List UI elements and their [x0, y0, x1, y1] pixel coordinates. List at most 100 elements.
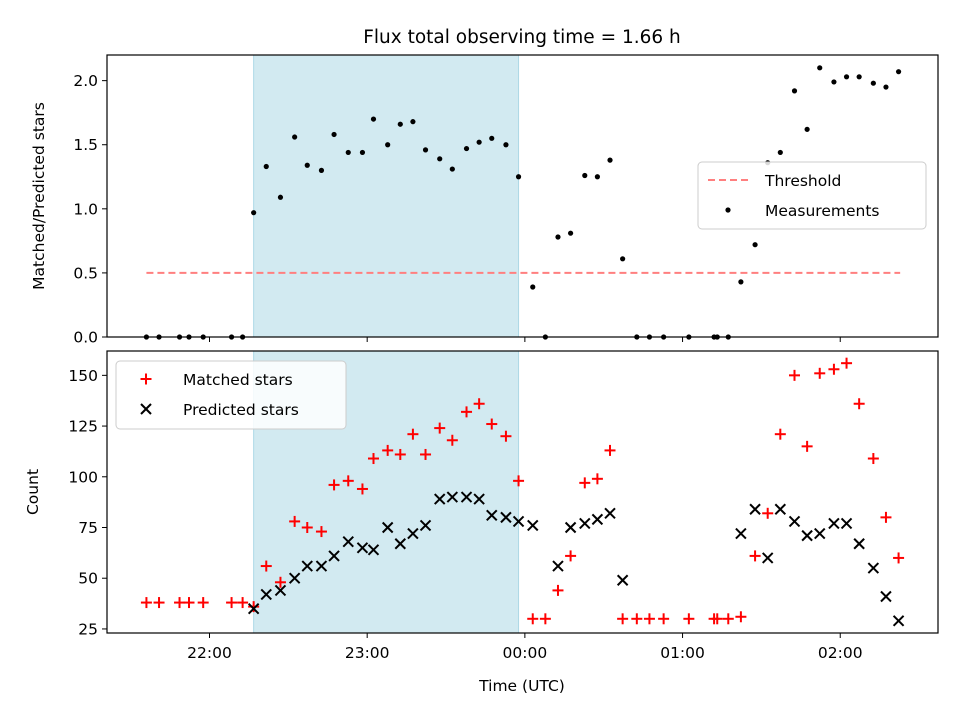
measurement-point [607, 157, 613, 163]
top-panel: 0.00.51.01.52.0 Matched/Predicted stars … [30, 54, 939, 347]
predicted-star-point [315, 560, 328, 572]
top-plot-frame [106, 54, 939, 338]
measurement-point [582, 172, 588, 179]
matched-star-point [513, 475, 525, 487]
predicted-star-point [867, 562, 880, 574]
x-axis-label: Time (UTC) [478, 677, 565, 695]
top-ytick-label-4: 2.0 [73, 72, 98, 90]
matched-star-point [446, 434, 458, 446]
matched-star-point [774, 428, 786, 440]
bottom-legend-box [115, 360, 347, 430]
predicted-star-point-b [853, 538, 865, 550]
predicted-star-point [473, 493, 485, 505]
predicted-star-point-b [579, 517, 591, 530]
predicted-star-point [460, 491, 473, 503]
measurement-point [620, 256, 626, 262]
measurement-point [870, 80, 876, 86]
predicted-star-point-b [788, 515, 801, 528]
predicted-star-point [591, 513, 604, 526]
matched-star-point [579, 477, 591, 489]
measurement-point [503, 142, 509, 148]
bottom-panel: 25 50 75 100 125 150 22:00 23:00 00:00 01:00 02:0… [24, 350, 939, 695]
matched-star-point [828, 363, 840, 375]
top-ytick-label-2: 1.0 [73, 200, 98, 218]
matched-star-point [880, 511, 892, 523]
matched-star-point [893, 552, 905, 564]
measurement-point [555, 234, 561, 240]
predicted-star-point-b [315, 560, 328, 572]
matched-star-point [658, 613, 670, 625]
predicted-star-point [801, 529, 813, 542]
matched-star-point [841, 357, 853, 369]
bottom-ytick-label-0: 25 [78, 620, 98, 638]
measurement-point [397, 121, 403, 127]
matched-star-point [289, 515, 301, 527]
predicted-star-point [500, 511, 512, 524]
predicted-star-point-b [486, 509, 498, 522]
predicted-star-point-b [761, 552, 774, 564]
matched-star-point [814, 367, 826, 379]
matched-star-point [722, 613, 734, 625]
matched-star-point [789, 369, 801, 381]
predicted-star-point-b [367, 544, 380, 556]
top-legend: Threshold Measurements [697, 161, 927, 230]
predicted-star-point [853, 538, 865, 550]
predicted-star-point-b [394, 538, 407, 550]
matched-star-point [301, 522, 313, 534]
measurement-point [370, 116, 377, 122]
measurement-point [463, 145, 470, 152]
legend-predicted-marker-b [140, 403, 152, 415]
measurement-point [831, 79, 837, 85]
predicted-star-point [367, 544, 380, 556]
predicted-star-point-b [434, 493, 446, 505]
measurement-point [567, 230, 574, 236]
matched-star-point [342, 475, 354, 487]
legend-measurements-swatch [725, 207, 731, 213]
matched-star-point [631, 613, 643, 625]
predicted-star-point [880, 590, 892, 603]
predicted-star-point-b [814, 527, 826, 540]
predicted-star-point-b [328, 550, 340, 562]
matched-star-point [500, 430, 512, 442]
matched-star-point [434, 422, 446, 434]
measurement-point [251, 210, 257, 216]
matched-star-point [260, 560, 272, 572]
predicted-star-point-b [446, 491, 459, 503]
predicted-star-point-b [591, 513, 604, 526]
predicted-star-point [512, 515, 525, 528]
x-tick-label-0: 22:00 [187, 644, 232, 662]
measurement-point [489, 135, 495, 141]
figure-title: Flux total observing time = 1.66 h [363, 27, 681, 48]
matched-star-point [174, 597, 186, 609]
matched-star-point [315, 526, 327, 538]
matched-star-point [153, 597, 165, 609]
measurement-point [843, 74, 850, 80]
predicted-star-point [260, 588, 272, 601]
predicted-star-point-b [247, 602, 260, 615]
measurement-point [895, 69, 902, 75]
legend-matched-label: Matched stars [183, 371, 293, 389]
predicted-star-point-b [604, 507, 616, 520]
legend-threshold-label: Threshold [764, 172, 841, 190]
top-observing-band [253, 54, 520, 338]
measurement-point [791, 88, 798, 94]
legend-measurements-label: Measurements [765, 202, 880, 220]
predicted-star-point [446, 491, 459, 503]
predicted-star-point [328, 550, 340, 562]
predicted-star-point [814, 527, 826, 540]
matched-star-point [356, 483, 368, 495]
predicted-star-point [247, 602, 260, 615]
matched-star-point [643, 613, 655, 625]
matched-star-point [552, 584, 564, 596]
matched-star-point [394, 448, 406, 460]
predicted-star-point-b [288, 572, 301, 584]
predicted-star-point-b [473, 493, 485, 505]
predicted-star-point [342, 535, 354, 548]
predicted-star-point-b [801, 529, 813, 542]
predicted-star-point-b [774, 503, 787, 515]
matched-star-point [183, 597, 195, 609]
matched-star-point [237, 597, 249, 609]
matched-star-point [604, 444, 616, 456]
predicted-star-point [828, 517, 840, 530]
